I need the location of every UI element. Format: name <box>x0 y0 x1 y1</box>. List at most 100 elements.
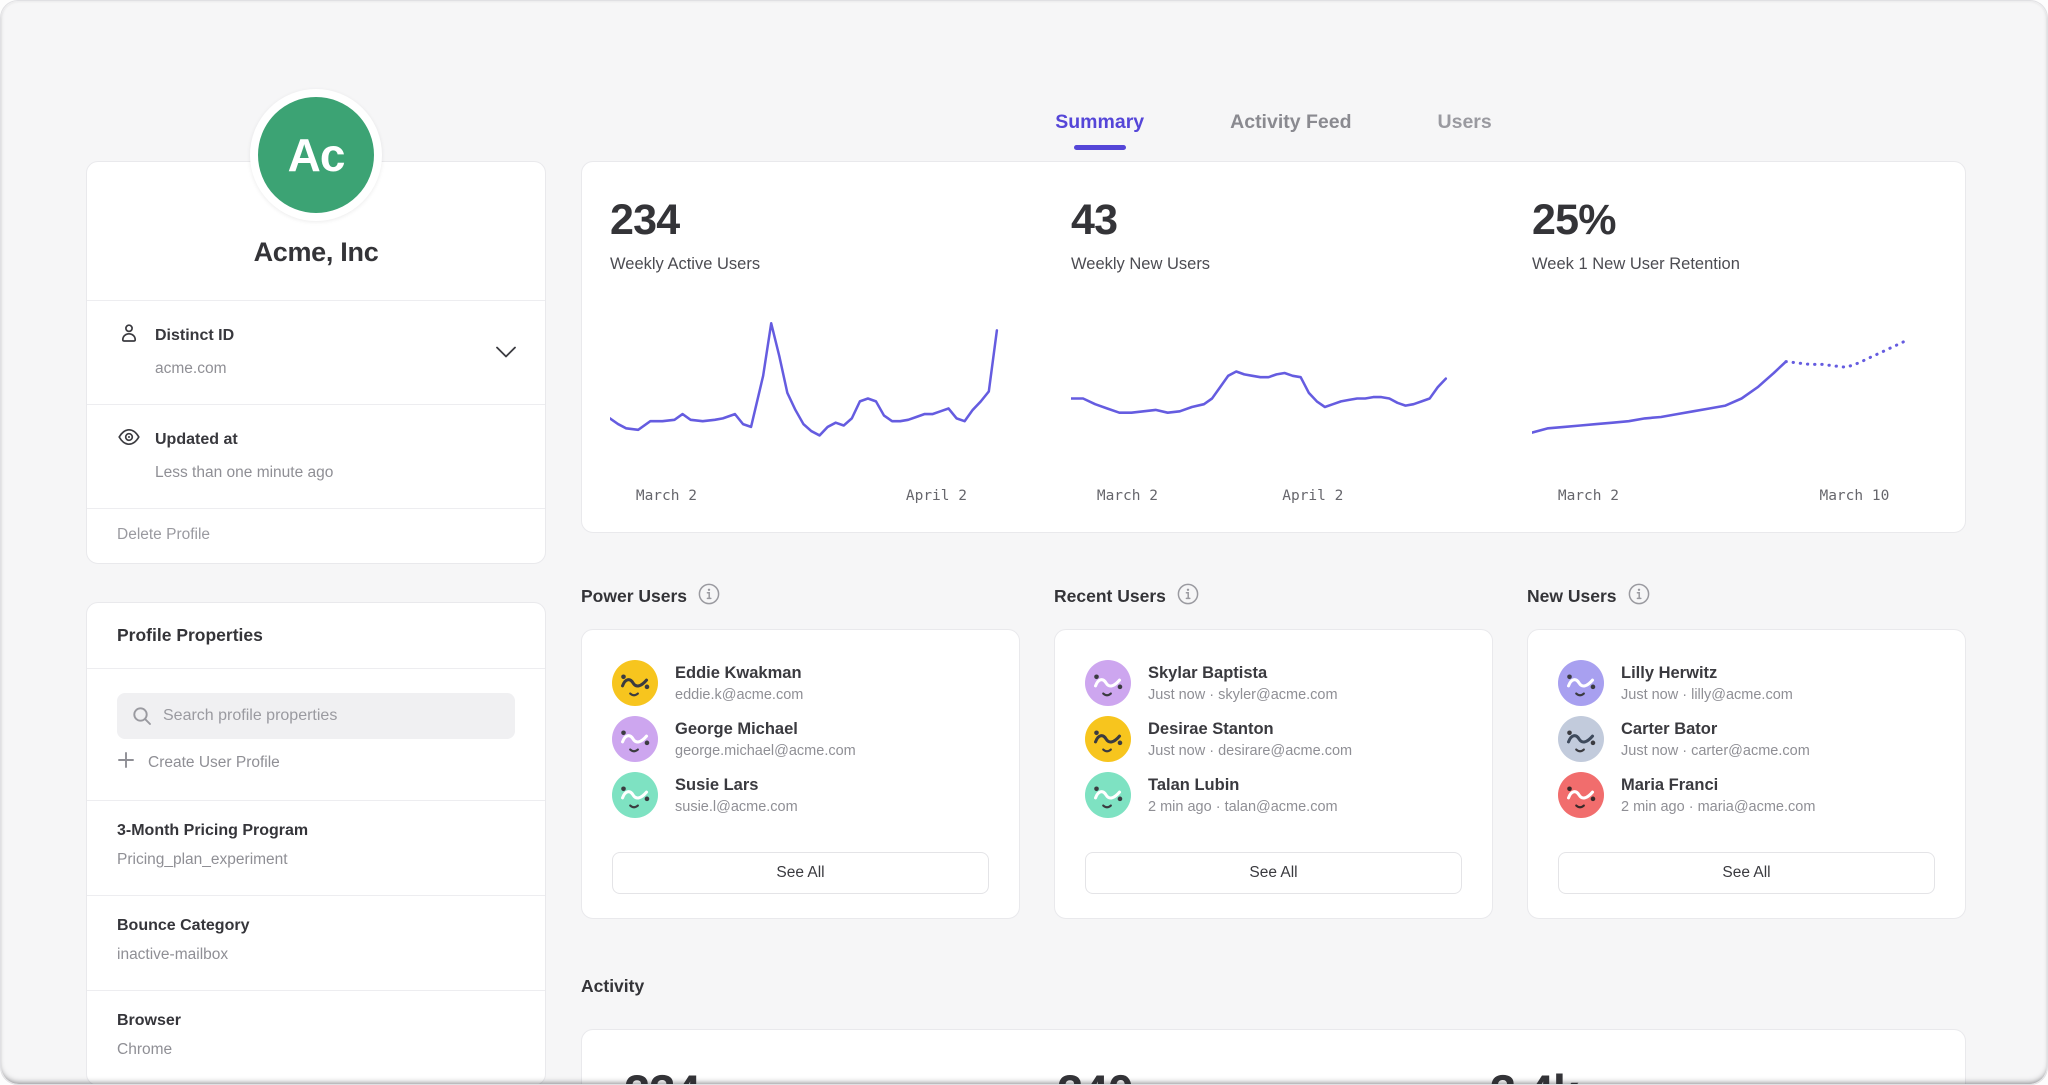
user-row[interactable]: George Michael george.michael@acme.com <box>612 716 989 762</box>
activity-stat: 234 <box>624 1064 1057 1084</box>
activity-section-title: Activity <box>581 976 645 996</box>
property-value: Pricing_plan_experiment <box>117 851 288 868</box>
stat-value: 234 <box>610 196 680 244</box>
stat-panel-retention: 25% Week 1 New User Retention March 2 Ma… <box>1504 196 1965 510</box>
user-email: 2 min ago · talan@acme.com <box>1148 798 1338 815</box>
user-name: George Michael <box>675 719 798 738</box>
org-avatar: Ac <box>250 89 382 221</box>
user-name: Susie Lars <box>675 775 759 794</box>
delete-profile-button[interactable]: Delete Profile <box>117 526 211 543</box>
weekly-active-users-chart <box>610 314 1013 464</box>
user-row[interactable]: Lilly Herwitz Just now · lilly@acme.com <box>1558 660 1935 706</box>
see-all-button[interactable]: See All <box>1085 852 1462 894</box>
info-icon[interactable] <box>1628 583 1650 610</box>
user-name: Desirae Stanton <box>1148 719 1274 738</box>
search-wrap <box>117 693 515 739</box>
field-row-updated-at: Updated at Less than one minute ago <box>87 405 545 508</box>
property-label: 3-Month Pricing Program <box>117 822 309 839</box>
main-content: Summary Activity Feed Users 234 Weekly A… <box>581 1 1966 1084</box>
org-avatar-initials: Ac <box>287 129 346 181</box>
divider <box>87 990 545 991</box>
user-row[interactable]: Talan Lubin 2 min ago · talan@acme.com <box>1085 772 1462 818</box>
stat-label: Week 1 New User Retention <box>1532 255 1740 273</box>
field-value: acme.com <box>155 360 227 377</box>
x-tick: April 2 <box>1282 488 1344 504</box>
info-icon[interactable] <box>1177 583 1199 610</box>
tab-activity-feed[interactable]: Activity Feed <box>1230 111 1351 150</box>
divider <box>87 668 545 669</box>
user-avatar <box>612 716 658 762</box>
user-email: george.michael@acme.com <box>675 742 856 759</box>
see-all-button[interactable]: See All <box>1558 852 1935 894</box>
property-label: Bounce Category <box>117 917 250 934</box>
tab-label: Activity Feed <box>1230 111 1352 133</box>
org-name-area: Acme, Inc <box>87 162 545 300</box>
profile-sidebar: Ac Acme, Inc Distinct ID acme.c <box>86 1 546 1084</box>
tab-label: Users <box>1437 111 1492 133</box>
activity-stat: 240 <box>1057 1064 1490 1084</box>
info-icon[interactable] <box>698 583 720 610</box>
new-users-card: Lilly Herwitz Just now · lilly@acme.com <box>1527 629 1966 919</box>
x-tick: March 2 <box>1557 488 1619 504</box>
tab-label: Summary <box>1055 111 1145 133</box>
x-tick: March 2 <box>1096 488 1158 504</box>
create-user-profile-label: Create User Profile <box>148 753 280 771</box>
activity-stat: 3.4k <box>1490 1064 1923 1084</box>
user-name: Eddie Kwakman <box>675 663 802 682</box>
divider <box>87 800 545 801</box>
recent-users-column: Recent Users <box>1054 579 1493 919</box>
user-name: Lilly Herwitz <box>1621 663 1718 682</box>
search-input[interactable] <box>117 693 515 739</box>
tab-bar: Summary Activity Feed Users <box>581 111 1966 150</box>
user-row[interactable]: Carter Bator Just now · carter@acme.com <box>1558 716 1935 762</box>
x-tick: April 2 <box>905 488 967 504</box>
divider <box>87 508 545 509</box>
x-tick: March 2 <box>635 488 697 504</box>
stat-panel-weekly-new-users: 43 Weekly New Users March 2 April 2 <box>1043 196 1504 510</box>
chevron-down-icon[interactable] <box>495 345 517 364</box>
property-label: Browser <box>117 1012 182 1029</box>
x-axis-labels: March 2 March 10 <box>1532 488 1935 510</box>
user-row[interactable]: Maria Franci 2 min ago · maria@acme.com <box>1558 772 1935 818</box>
create-user-profile-button[interactable]: Create User Profile <box>117 751 515 774</box>
search-icon <box>131 705 153 732</box>
property-value: inactive-mailbox <box>117 946 229 963</box>
power-users-column: Power Users <box>581 579 1020 919</box>
user-row[interactable]: Susie Lars susie.l@acme.com <box>612 772 989 818</box>
x-axis-labels: March 2 April 2 <box>1071 488 1474 510</box>
org-name: Acme, Inc <box>253 237 379 267</box>
user-lists-section: Power Users <box>581 579 1966 919</box>
retention-chart <box>1532 314 1935 464</box>
user-name: Carter Bator <box>1621 719 1718 738</box>
power-users-title: Power Users <box>581 585 688 606</box>
activity-stats-card: 234 240 3.4k <box>581 1029 1966 1084</box>
property-row: 3-Month Pricing Program Pricing_plan_exp… <box>87 801 545 895</box>
power-users-card: Eddie Kwakman eddie.k@acme.com <box>581 629 1020 919</box>
user-row[interactable]: Eddie Kwakman eddie.k@acme.com <box>612 660 989 706</box>
weekly-new-users-chart <box>1071 314 1474 464</box>
new-users-column: New Users <box>1527 579 1966 919</box>
user-avatar <box>1558 772 1604 818</box>
see-all-button[interactable]: See All <box>612 852 989 894</box>
user-email: Just now · skyler@acme.com <box>1148 686 1338 703</box>
user-email: Just now · desirare@acme.com <box>1148 742 1353 759</box>
field-label: Updated at <box>155 430 238 448</box>
divider <box>87 895 545 896</box>
stat-value: 43 <box>1071 196 1118 244</box>
tab-summary[interactable]: Summary <box>1055 111 1144 150</box>
profile-card: Acme, Inc Distinct ID acme.com <box>86 161 546 564</box>
property-row: Bounce Category inactive-mailbox <box>87 896 545 990</box>
user-avatar <box>1558 660 1604 706</box>
profile-properties-title: Profile Properties <box>117 625 263 645</box>
stat-value: 25% <box>1532 196 1616 244</box>
user-row[interactable]: Skylar Baptista Just now · skyler@acme.c… <box>1085 660 1462 706</box>
field-value: Less than one minute ago <box>155 464 334 481</box>
tab-users[interactable]: Users <box>1438 111 1492 150</box>
user-row[interactable]: Desirae Stanton Just now · desirare@acme… <box>1085 716 1462 762</box>
property-row: Browser Chrome <box>87 991 545 1084</box>
user-name: Maria Franci <box>1621 775 1719 794</box>
new-users-title: New Users <box>1527 585 1617 606</box>
divider <box>87 300 545 301</box>
eye-icon <box>117 425 141 454</box>
user-avatar <box>612 660 658 706</box>
